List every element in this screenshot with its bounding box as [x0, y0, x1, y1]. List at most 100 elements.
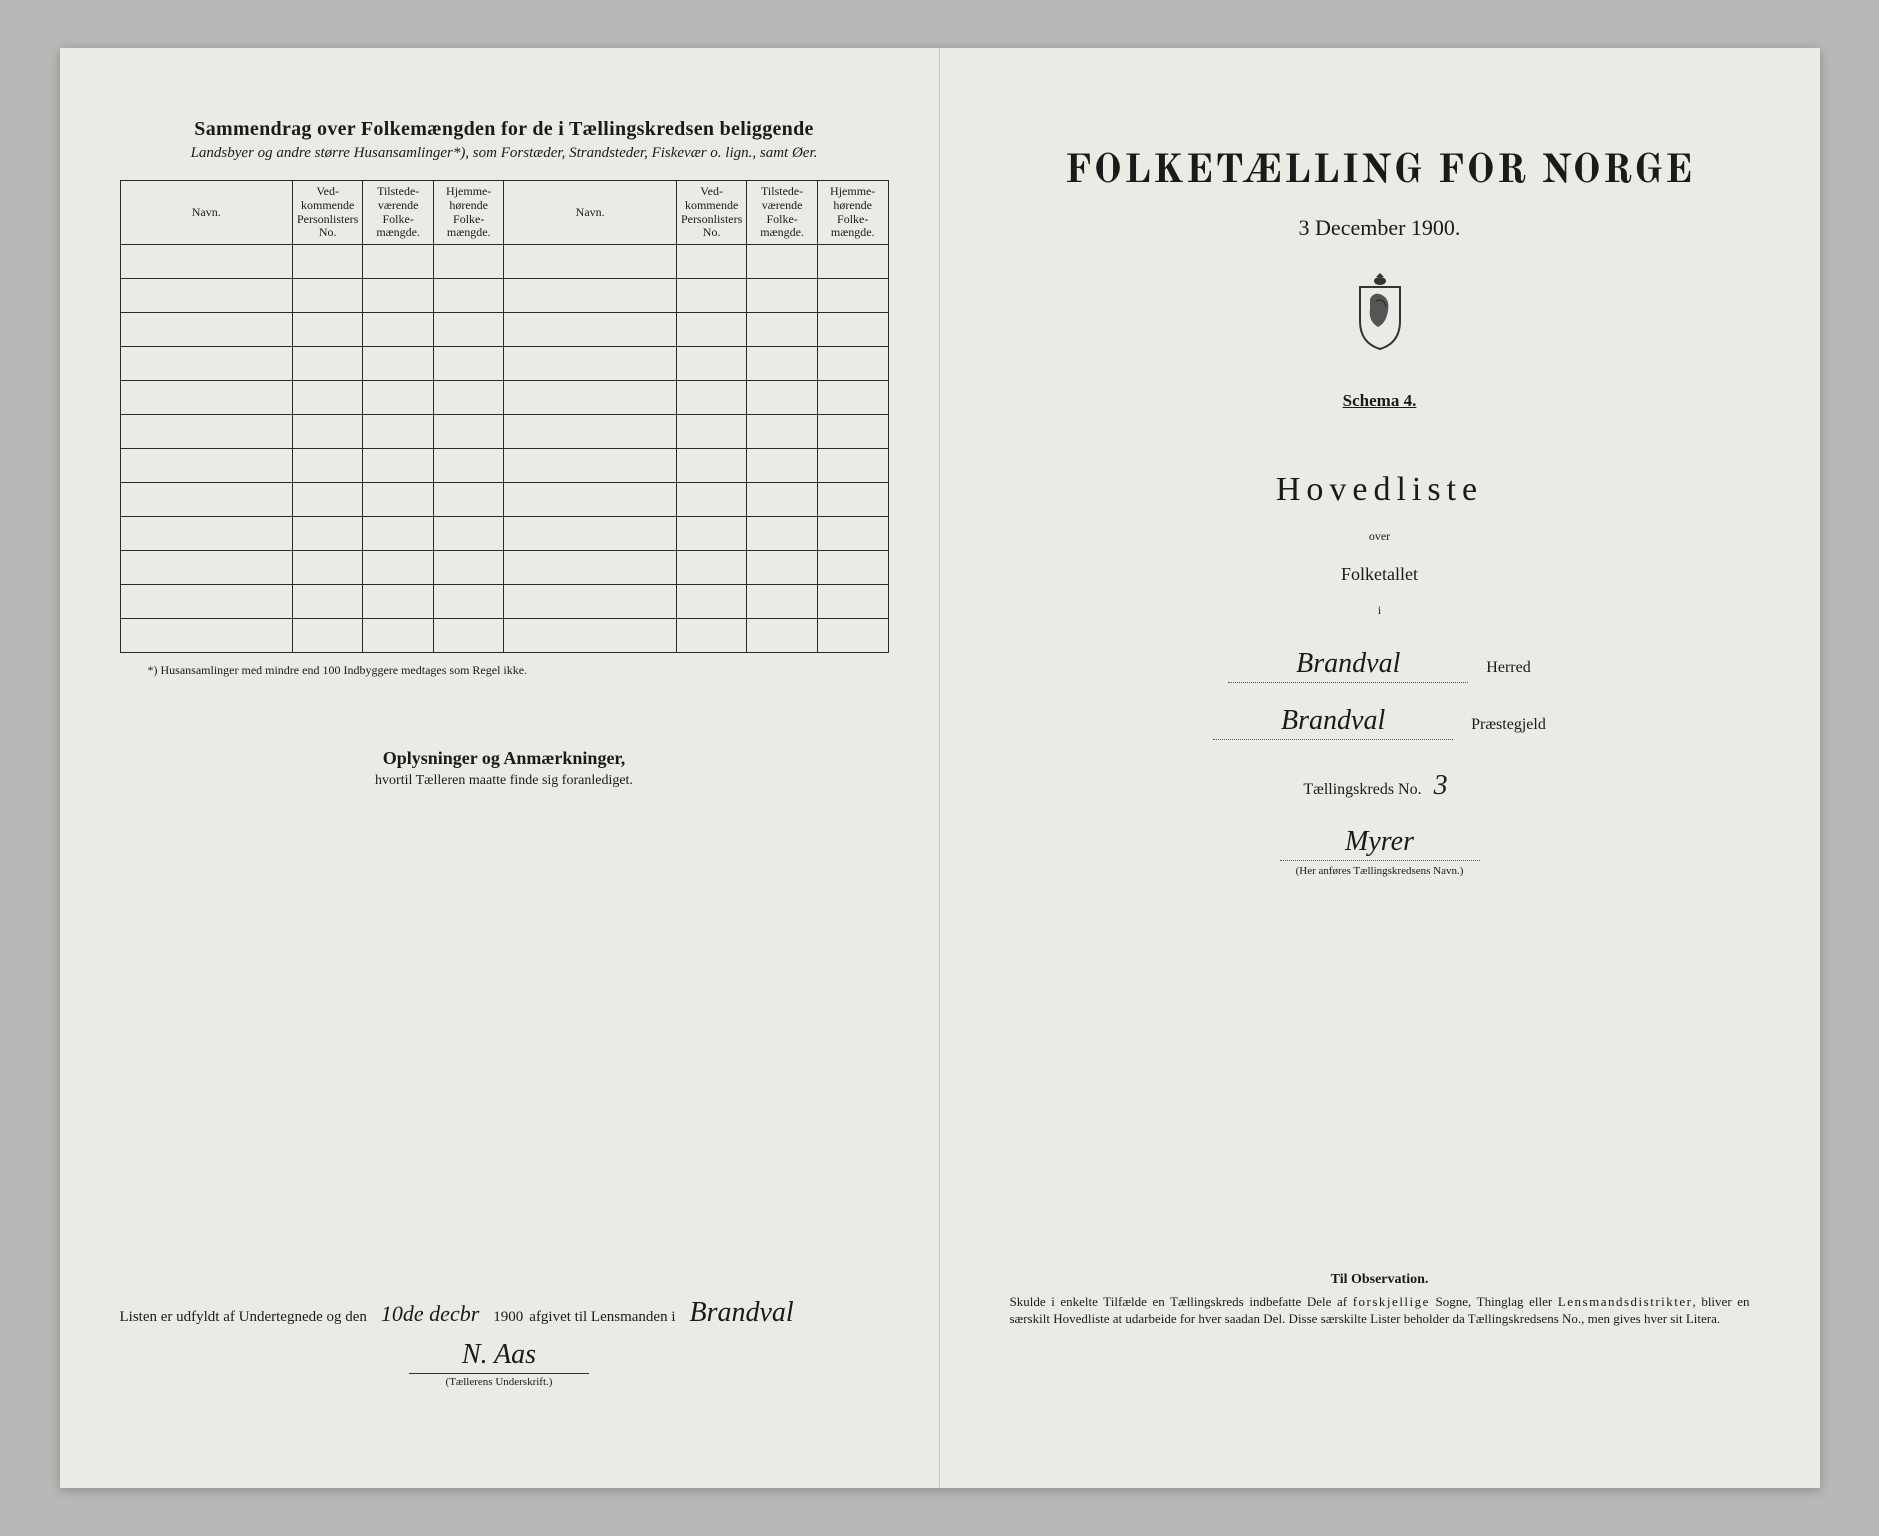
hovedliste-heading: Hovedliste — [1010, 471, 1750, 509]
table-cell — [676, 313, 747, 347]
oplysninger-sub: hvortil Tælleren maatte finde sig foranl… — [120, 773, 889, 789]
observation-block: Til Observation. Skulde i enkelte Tilfæl… — [1010, 1272, 1750, 1328]
table-header-row: Navn. Ved-kommendePersonlistersNo. Tilst… — [120, 181, 888, 245]
table-cell — [504, 313, 676, 347]
table-cell — [817, 415, 888, 449]
table-cell — [292, 551, 363, 585]
table-cell — [747, 449, 818, 483]
census-title: FOLKETÆLLING FOR NORGE — [1010, 148, 1750, 197]
table-cell — [363, 415, 434, 449]
in-label: i — [1010, 603, 1750, 618]
table-cell — [676, 415, 747, 449]
table-cell — [504, 449, 676, 483]
signature-block: Listen er udfyldt af Undertegnede og den… — [120, 1297, 879, 1388]
herred-label: Herred — [1486, 659, 1530, 677]
sig-name: N. Aas — [454, 1339, 544, 1370]
table-cell — [433, 517, 504, 551]
table-cell — [747, 483, 818, 517]
table-cell — [504, 551, 676, 585]
table-cell — [747, 245, 818, 279]
table-row — [120, 449, 888, 483]
table-cell — [433, 381, 504, 415]
table-cell — [292, 381, 363, 415]
table-cell — [363, 585, 434, 619]
table-cell — [120, 449, 292, 483]
table-cell — [676, 279, 747, 313]
praeste-label: Præstegjeld — [1471, 716, 1546, 734]
table-cell — [120, 619, 292, 653]
table-cell — [676, 483, 747, 517]
table-cell — [817, 381, 888, 415]
table-cell — [120, 585, 292, 619]
table-cell — [676, 245, 747, 279]
table-cell — [747, 619, 818, 653]
table-cell — [504, 347, 676, 381]
table-cell — [120, 347, 292, 381]
table-cell — [504, 245, 676, 279]
table-cell — [747, 517, 818, 551]
kreds-name-row: Myrer (Her anføres Tællingskredsens Navn… — [1010, 826, 1750, 877]
table-cell — [433, 449, 504, 483]
observation-text: Skulde i enkelte Tilfælde en Tællingskre… — [1010, 1294, 1750, 1328]
table-cell — [817, 619, 888, 653]
table-row — [120, 381, 888, 415]
table-cell — [433, 313, 504, 347]
summary-header: Sammendrag over Folkemængden for de i Tæ… — [120, 118, 889, 162]
table-cell — [433, 551, 504, 585]
table-row — [120, 585, 888, 619]
table-cell — [817, 483, 888, 517]
table-cell — [363, 279, 434, 313]
col-navn-2: Navn. — [504, 181, 676, 245]
table-row — [120, 415, 888, 449]
right-page: FOLKETÆLLING FOR NORGE 3 December 1900. … — [940, 48, 1820, 1488]
kreds-caption: (Her anføres Tællingskredsens Navn.) — [1010, 865, 1750, 877]
table-row — [120, 551, 888, 585]
table-cell — [817, 517, 888, 551]
table-row — [120, 313, 888, 347]
folketallet-label: Folketallet — [1010, 564, 1750, 585]
table-cell — [747, 551, 818, 585]
table-cell — [433, 619, 504, 653]
table-cell — [363, 381, 434, 415]
summary-table: Navn. Ved-kommendePersonlistersNo. Tilst… — [120, 180, 889, 653]
table-cell — [817, 279, 888, 313]
col-tilstede-2: Tilstede-værendeFolke-mængde. — [747, 181, 818, 245]
praestegjeld-row: Brandval Præstegjeld — [1010, 705, 1750, 740]
table-cell — [747, 279, 818, 313]
table-cell — [676, 449, 747, 483]
table-cell — [120, 279, 292, 313]
table-cell — [120, 381, 292, 415]
sig-mid: afgivet til Lensmanden i — [529, 1309, 675, 1326]
table-row — [120, 347, 888, 381]
table-cell — [747, 585, 818, 619]
table-cell — [292, 619, 363, 653]
col-hjemme-2: Hjemme-hørendeFolke-mængde. — [817, 181, 888, 245]
left-page: Sammendrag over Folkemængden for de i Tæ… — [60, 48, 940, 1488]
table-cell — [504, 619, 676, 653]
table-cell — [363, 483, 434, 517]
table-cell — [676, 619, 747, 653]
herred-value: Brandval — [1228, 648, 1468, 683]
col-vedkommende-1: Ved-kommendePersonlistersNo. — [292, 181, 363, 245]
oplysninger-block: Oplysninger og Anmærkninger, hvortil Tæl… — [120, 748, 889, 789]
table-row — [120, 619, 888, 653]
observation-title: Til Observation. — [1010, 1272, 1750, 1288]
table-cell — [817, 313, 888, 347]
sig-caption: (Tællerens Underskrift.) — [409, 1373, 589, 1388]
table-cell — [817, 245, 888, 279]
col-navn-1: Navn. — [120, 181, 292, 245]
table-cell — [747, 313, 818, 347]
herred-row: Brandval Herred — [1010, 648, 1750, 683]
table-cell — [292, 313, 363, 347]
sig-date: 10de decbr — [373, 1301, 487, 1327]
table-cell — [363, 313, 434, 347]
summary-subtitle: Landsbyer og andre større Husansamlinger… — [120, 145, 889, 162]
sig-place: Brandval — [682, 1297, 802, 1329]
table-cell — [433, 415, 504, 449]
oplysninger-title: Oplysninger og Anmærkninger, — [120, 748, 889, 769]
table-cell — [292, 279, 363, 313]
table-cell — [817, 449, 888, 483]
col-tilstede-1: Tilstede-værendeFolke-mængde. — [363, 181, 434, 245]
coat-of-arms-icon — [1350, 271, 1410, 351]
census-date: 3 December 1900. — [1010, 215, 1750, 241]
